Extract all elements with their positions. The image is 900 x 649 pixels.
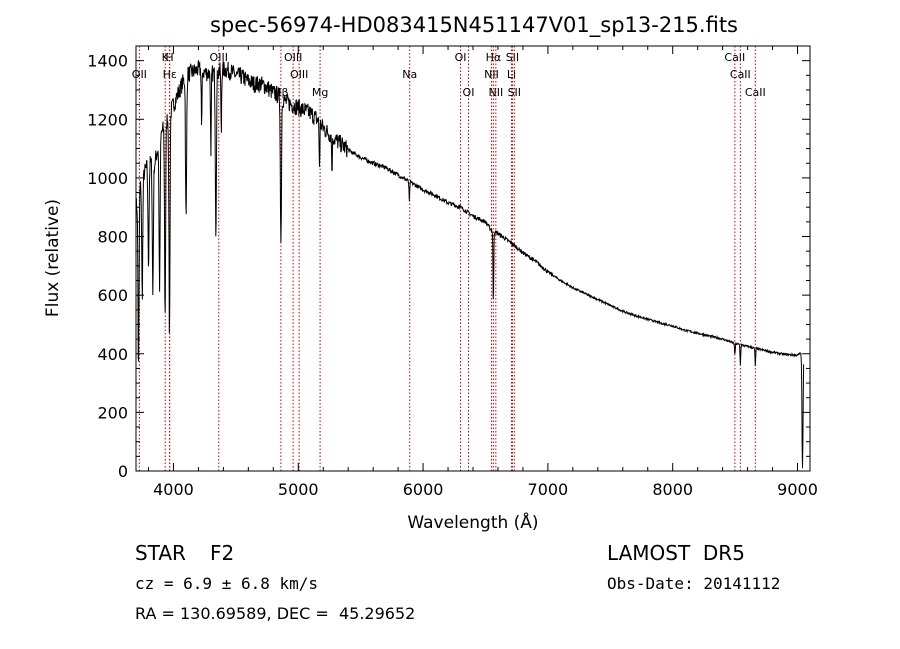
y-tick-label: 1400 <box>87 52 128 71</box>
line-marker-label: K <box>162 51 170 64</box>
line-marker-label: Hα <box>486 51 502 64</box>
line-marker-label: OI <box>463 86 475 99</box>
coordinates: RA = 130.69589, DEC = 45.29652 <box>135 604 416 623</box>
y-tick-label: 1200 <box>87 110 128 129</box>
line-marker-label: CaII <box>745 86 766 99</box>
object-class: STAR <box>135 541 186 565</box>
y-tick-label: 1000 <box>87 169 128 188</box>
y-axis-label: Flux (relative) <box>43 199 63 317</box>
line-marker-label: OIII <box>290 68 308 81</box>
y-tick-label: 200 <box>97 403 128 422</box>
line-marker-label: CaII <box>730 68 751 81</box>
line-marker-label: SII <box>506 51 519 64</box>
redshift-info: cz = 6.9 ± 6.8 km/s <box>135 574 319 593</box>
x-tick-label: 4000 <box>153 480 194 499</box>
x-axis-label: Wavelength (Å) <box>407 511 538 533</box>
line-marker-label: SII <box>508 86 521 99</box>
y-tick-label: 800 <box>97 228 128 247</box>
x-tick-label: 5000 <box>278 480 319 499</box>
spectrum-series <box>135 59 805 469</box>
y-axis: 0 200 400 600 800 1000 1200 1400 <box>87 52 810 481</box>
y-tick-label: 0 <box>118 462 128 481</box>
x-tick-label: 8000 <box>652 480 693 499</box>
survey-label: LAMOST DR5 <box>607 541 745 565</box>
plot-frame <box>135 45 811 472</box>
x-axis: 4000 5000 6000 7000 8000 9000 <box>147 46 818 499</box>
line-marker-label: NII <box>488 86 503 99</box>
line-marker-label: Hε <box>163 68 177 81</box>
object-subclass: F2 <box>210 541 235 565</box>
x-tick-label: 9000 <box>777 480 818 499</box>
line-markers: HβKHOIIHεOIIIOIIIOIIIMgNaOIOIHαNIINIISII… <box>132 46 766 471</box>
chart-title: spec-56974-HD083415N451147V01_sp13-215.f… <box>210 13 738 38</box>
line-marker-label: OIII <box>284 51 302 64</box>
x-tick-label: 6000 <box>403 480 444 499</box>
line-marker-label: Na <box>402 68 417 81</box>
spectrum-chart: spec-56974-HD083415N451147V01_sp13-215.f… <box>43 13 818 533</box>
line-marker-label: NII <box>484 68 499 81</box>
y-tick-label: 600 <box>97 286 128 305</box>
y-tick-label: 400 <box>97 345 128 364</box>
line-marker-label: Li <box>507 68 516 81</box>
spectrum-line <box>135 59 805 469</box>
x-tick-label: 7000 <box>528 480 569 499</box>
line-marker-label: OIII <box>210 51 228 64</box>
obs-date: Obs-Date: 20141112 <box>607 574 781 593</box>
line-marker-label: OII <box>132 68 147 81</box>
line-marker-label: CaII <box>724 51 745 64</box>
line-marker-label: Mg <box>312 86 328 99</box>
line-marker-label: OI <box>455 51 467 64</box>
